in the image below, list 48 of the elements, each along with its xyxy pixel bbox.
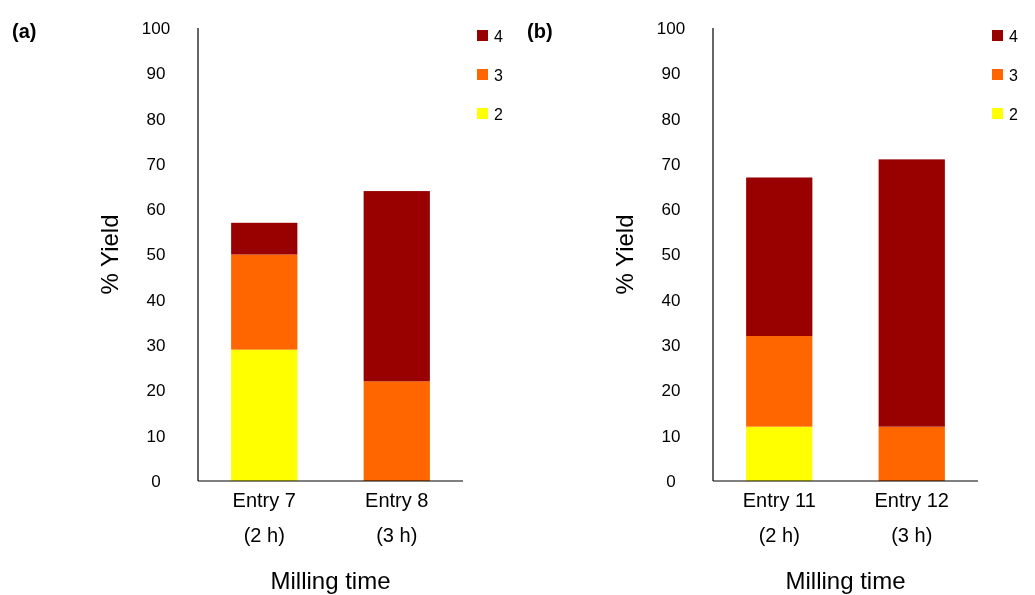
bar bbox=[878, 159, 945, 427]
y-tick-label: 60 bbox=[661, 200, 681, 220]
y-tick-label: 80 bbox=[146, 109, 166, 129]
bar bbox=[231, 349, 298, 481]
legend-label: 4 bbox=[494, 27, 503, 45]
y-tick-label: 20 bbox=[146, 381, 166, 401]
y-axis-title: % Yield bbox=[611, 214, 638, 295]
bar bbox=[231, 254, 298, 350]
y-tick-label: 40 bbox=[661, 290, 681, 310]
bar bbox=[878, 426, 945, 481]
text: (b) bbox=[527, 20, 553, 42]
y-tick-label: 40 bbox=[146, 290, 166, 310]
y-tick-label: 20 bbox=[661, 381, 681, 401]
y-axis-title: % Yield bbox=[96, 214, 123, 295]
legend-label: 4 bbox=[1009, 27, 1018, 45]
bar bbox=[746, 336, 813, 427]
y-tick-label: 0 bbox=[151, 471, 161, 491]
x-axis-title: Milling time bbox=[785, 567, 906, 594]
bar bbox=[231, 222, 298, 255]
bar bbox=[746, 426, 813, 481]
x-tick-label: Entry 12 (3 h) bbox=[874, 489, 949, 546]
y-tick-label: 100 bbox=[141, 18, 171, 38]
x-axis-title: Milling time bbox=[270, 567, 391, 594]
y-tick-label: 10 bbox=[661, 426, 681, 446]
y-tick-label: 100 bbox=[656, 18, 686, 38]
x-tick-label: Entry 11 (2 h) bbox=[742, 489, 816, 546]
y-tick-label: 60 bbox=[146, 200, 166, 220]
legend-label: 2 bbox=[494, 105, 503, 123]
legend-label: 3 bbox=[494, 66, 503, 84]
y-tick-label: 70 bbox=[146, 154, 166, 174]
y-tick-label: 50 bbox=[661, 245, 681, 265]
bar bbox=[746, 177, 813, 337]
y-tick-label: 50 bbox=[146, 245, 166, 265]
y-tick-label: 90 bbox=[661, 64, 681, 84]
x-tick-label: Entry 7 (2 h) bbox=[232, 489, 296, 546]
y-tick-label: 0 bbox=[666, 471, 676, 491]
y-tick-label: 90 bbox=[146, 64, 166, 84]
bar bbox=[363, 381, 430, 481]
y-tick-label: 30 bbox=[146, 336, 166, 356]
legend-label: 2 bbox=[1009, 105, 1018, 123]
y-tick-label: 70 bbox=[661, 154, 681, 174]
y-tick-label: 30 bbox=[661, 336, 681, 356]
text: (a) bbox=[12, 20, 37, 42]
y-tick-label: 10 bbox=[146, 426, 166, 446]
legend-label: 3 bbox=[1009, 66, 1018, 84]
bar bbox=[363, 191, 430, 382]
x-tick-label: Entry 8 (3 h) bbox=[365, 489, 429, 546]
y-tick-label: 80 bbox=[661, 109, 681, 129]
